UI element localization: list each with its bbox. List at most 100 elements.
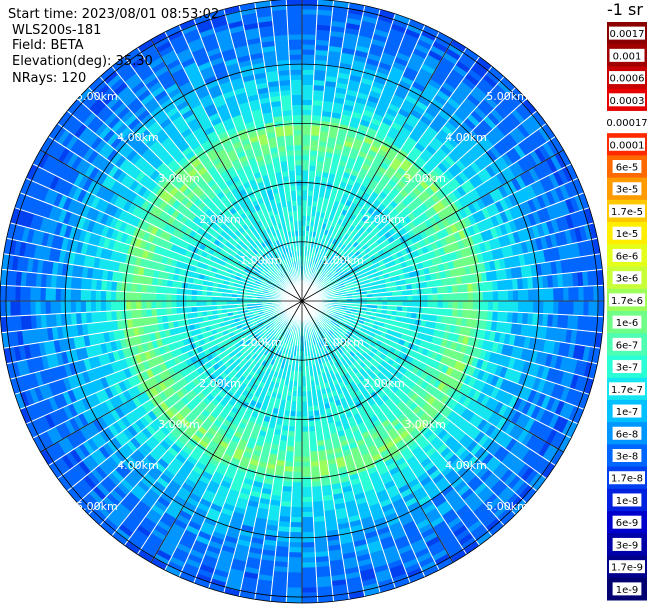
- range-bin: [301, 436, 310, 443]
- range-bin: [301, 210, 307, 216]
- range-bin: [588, 300, 595, 317]
- range-bin: [456, 308, 464, 319]
- range-bin: [301, 124, 312, 131]
- range-bin: [512, 300, 519, 313]
- range-bin: [573, 286, 580, 302]
- range-bin: [548, 287, 554, 302]
- range-bin: [290, 501, 303, 508]
- range-bin: [301, 476, 312, 483]
- range-bin: [309, 154, 318, 162]
- range-bin: [301, 471, 312, 478]
- range-bin: [301, 426, 310, 433]
- range-bin: [437, 300, 444, 309]
- range-bin: [296, 401, 303, 407]
- range-bin: [588, 285, 595, 302]
- range-bin: [431, 307, 438, 316]
- range-bin: [407, 294, 413, 302]
- range-bin: [308, 420, 316, 427]
- range-bin: [543, 287, 549, 302]
- range-bin: [286, 587, 303, 594]
- range-bin: [309, 440, 318, 448]
- range-bin: [578, 285, 585, 302]
- range-bin: [497, 290, 504, 302]
- range-bin: [301, 401, 308, 407]
- range-bin: [457, 300, 464, 310]
- data-bins: [0, 0, 605, 604]
- range-bin: [451, 284, 459, 294]
- range-bin: [578, 300, 585, 317]
- range-bin: [289, 531, 303, 538]
- range-bin: [309, 144, 319, 152]
- range-bin: [527, 300, 534, 314]
- range-bin: [573, 300, 580, 316]
- range-bin: [301, 441, 310, 448]
- range-bin: [387, 296, 393, 302]
- range-bin: [451, 308, 459, 318]
- range-bin: [301, 421, 309, 428]
- range-bin: [287, 572, 303, 579]
- range-bin: [287, 567, 303, 574]
- range-bin: [301, 94, 314, 101]
- range-bin: [301, 391, 308, 397]
- range-bin: [553, 300, 559, 315]
- range-bin: [286, 440, 295, 448]
- range-bin: [301, 431, 310, 438]
- range-bin: [598, 300, 605, 318]
- range-bin: [467, 300, 474, 311]
- range-bin: [301, 13, 318, 20]
- range-bin: [301, 129, 312, 136]
- range-bin: [563, 286, 570, 302]
- range-bin: [497, 300, 504, 312]
- range-bin: [292, 481, 303, 488]
- range-bin: [288, 425, 296, 432]
- range-bin: [532, 300, 539, 314]
- range-bin: [293, 446, 303, 453]
- range-bin: [287, 562, 303, 569]
- range-bin: [421, 287, 428, 295]
- range-bin: [527, 288, 534, 302]
- range-bin: [427, 293, 434, 302]
- range-bin: [487, 300, 494, 312]
- range-bin: [301, 396, 308, 402]
- range-bin: [301, 547, 316, 553]
- range-bin: [308, 430, 317, 437]
- range-bin: [295, 406, 303, 412]
- range-bin: [309, 149, 319, 157]
- range-bin: [301, 205, 308, 211]
- range-bin: [310, 465, 321, 473]
- range-bin: [301, 552, 316, 558]
- range-bin: [301, 44, 316, 50]
- range-bin: [456, 283, 464, 294]
- range-bin: [472, 300, 479, 311]
- range-bin: [466, 309, 474, 320]
- range-bin: [301, 511, 314, 518]
- range-bin: [308, 425, 316, 432]
- range-bin: [309, 455, 320, 463]
- range-bin: [301, 99, 313, 106]
- range-bin: [301, 18, 318, 25]
- range-bin: [457, 292, 464, 302]
- range-bin: [301, 481, 312, 488]
- range-bin: [309, 445, 319, 453]
- range-bin: [289, 410, 297, 417]
- range-bin: [296, 396, 303, 402]
- range-bin: [308, 175, 316, 182]
- range-bin: [289, 521, 303, 528]
- range-bin: [301, 577, 318, 584]
- range-bin: [301, 0, 318, 5]
- range-bin: [422, 294, 429, 302]
- range-bin: [431, 286, 438, 295]
- range-bin: [291, 491, 303, 498]
- range-bin: [397, 295, 403, 302]
- range-bin: [432, 293, 439, 302]
- range-bin: [436, 286, 443, 295]
- range-bin: [301, 174, 309, 181]
- range-bin: [301, 139, 311, 146]
- range-bin: [293, 456, 303, 463]
- range-bin: [426, 307, 433, 315]
- range-bin: [310, 460, 320, 468]
- range-bin: [507, 289, 514, 302]
- range-bin: [532, 288, 539, 302]
- range-bin: [296, 391, 303, 397]
- range-bin: [310, 134, 320, 142]
